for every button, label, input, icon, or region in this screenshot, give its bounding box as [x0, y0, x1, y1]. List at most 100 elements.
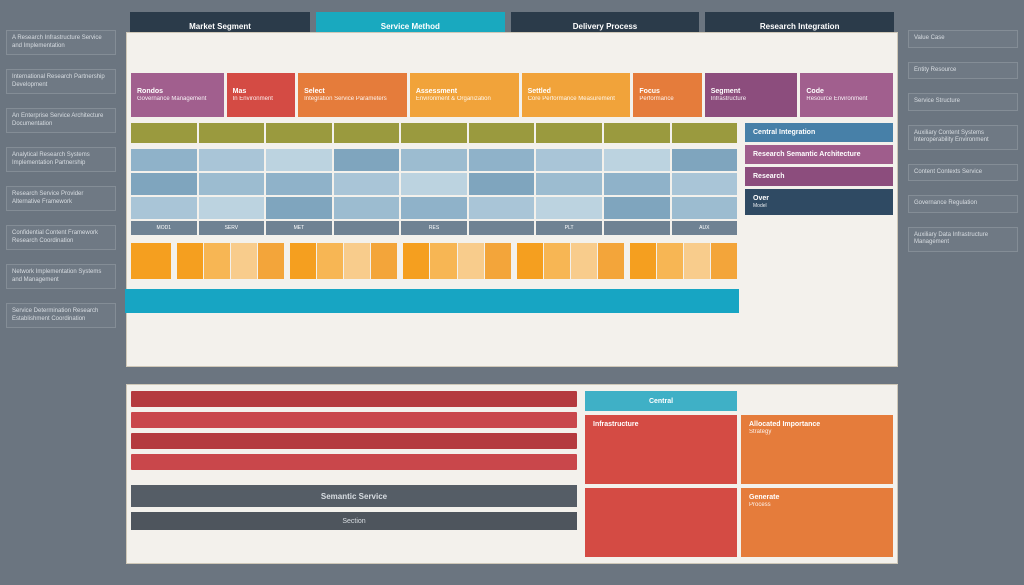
- bottom-right-card: [585, 488, 737, 557]
- blue-cell: [131, 149, 197, 171]
- olive-cell: [469, 123, 535, 143]
- bottom-right-header: [741, 391, 893, 411]
- orange-cell: [598, 243, 624, 279]
- right-note: Auxiliary Data Infrastructure Management: [908, 227, 1018, 252]
- bottom-panel: Semantic Service Section CentralInfrastr…: [126, 384, 898, 564]
- blue-cell: [401, 173, 467, 195]
- orange-cell: [711, 243, 737, 279]
- bottom-bar: [131, 412, 577, 428]
- bottom-label-2: Section: [131, 512, 577, 530]
- left-note: An Enterprise Service Architecture Docum…: [6, 108, 116, 133]
- label-cell: [469, 221, 535, 235]
- olive-cell: [401, 123, 467, 143]
- bottom-bar: [131, 433, 577, 449]
- bottom-bar: [131, 391, 577, 407]
- blue-cell: [672, 197, 738, 219]
- right-annotations: Value Case Entity Resource Service Struc…: [908, 30, 1018, 252]
- left-annotations: A Research Infrastructure Service and Im…: [6, 30, 116, 328]
- blue-cell: [266, 149, 332, 171]
- label-bar: MOD1SERVMETRESPLTAUX: [131, 221, 737, 235]
- olive-cell: [199, 123, 265, 143]
- bottom-left: Semantic Service Section: [131, 391, 577, 557]
- olive-cell: [266, 123, 332, 143]
- orange-cell: [544, 243, 570, 279]
- blue-grid: [131, 149, 737, 219]
- olive-strip: [131, 123, 737, 143]
- orange-strip: [131, 243, 737, 279]
- blue-cell: [672, 149, 738, 171]
- right-note: Entity Resource: [908, 62, 1018, 80]
- right-note: Service Structure: [908, 93, 1018, 111]
- category-card: SelectIntegration Service Parameters: [298, 73, 407, 117]
- olive-cell: [334, 123, 400, 143]
- orange-cell: [258, 243, 284, 279]
- architecture-diagram: A Research Infrastructure Service and Im…: [0, 0, 1024, 585]
- left-note: A Research Infrastructure Service and Im…: [6, 30, 116, 55]
- blue-cell: [199, 149, 265, 171]
- category-row: RondosGovernance ManagementMasIn Environ…: [131, 73, 893, 117]
- blue-cell: [604, 173, 670, 195]
- bottom-label: Semantic Service: [131, 485, 577, 507]
- orange-cell: [657, 243, 683, 279]
- orange-cell: [684, 243, 710, 279]
- blue-cell: [536, 197, 602, 219]
- category-card: MasIn Environment: [227, 73, 295, 117]
- blue-cell: [334, 173, 400, 195]
- label-cell: [334, 221, 400, 235]
- olive-cell: [604, 123, 670, 143]
- orange-cell: [204, 243, 230, 279]
- orange-cell: [517, 243, 543, 279]
- orange-cell: [630, 243, 656, 279]
- bottom-right-card: GenerateProcess: [741, 488, 893, 557]
- label-cell: SERV: [199, 221, 265, 235]
- right-stack-button: Research: [745, 167, 893, 186]
- label-cell: MOD1: [131, 221, 197, 235]
- category-card: RondosGovernance Management: [131, 73, 224, 117]
- category-card: AssessmentEnvironment & Organization: [410, 73, 519, 117]
- orange-lead: [131, 243, 171, 279]
- blue-cell: [469, 197, 535, 219]
- blue-cell: [266, 173, 332, 195]
- category-card: CodeResource Environment: [800, 73, 893, 117]
- orange-cell: [403, 243, 429, 279]
- blue-cell: [604, 197, 670, 219]
- bottom-bar: [131, 454, 577, 470]
- orange-cell: [458, 243, 484, 279]
- left-note: International Research Partnership Devel…: [6, 69, 116, 94]
- olive-cell: [131, 123, 197, 143]
- olive-cell: [536, 123, 602, 143]
- category-card: FocusPerformance: [633, 73, 701, 117]
- blue-cell: [334, 149, 400, 171]
- blue-cell: [334, 197, 400, 219]
- bottom-right-card: Infrastructure: [585, 415, 737, 484]
- orange-cell: [177, 243, 203, 279]
- right-stack-button: OverModel: [745, 189, 893, 215]
- blue-cell: [469, 149, 535, 171]
- blue-cell: [536, 173, 602, 195]
- label-cell: MET: [266, 221, 332, 235]
- right-stack: Central IntegrationResearch Semantic Arc…: [745, 123, 893, 215]
- category-card: SettledCore Performance Measurement: [522, 73, 631, 117]
- top-panel: RondosGovernance ManagementMasIn Environ…: [126, 32, 898, 367]
- orange-cell: [231, 243, 257, 279]
- right-note: Content Contexts Service: [908, 164, 1018, 182]
- blue-cell: [131, 197, 197, 219]
- label-cell: PLT: [536, 221, 602, 235]
- orange-cell: [571, 243, 597, 279]
- orange-cell: [290, 243, 316, 279]
- blue-cell: [199, 173, 265, 195]
- olive-cell: [672, 123, 738, 143]
- blue-cell: [266, 197, 332, 219]
- left-note: Confidential Content Framework Research …: [6, 225, 116, 250]
- label-cell: AUX: [672, 221, 738, 235]
- blue-cell: [131, 173, 197, 195]
- blue-cell: [672, 173, 738, 195]
- orange-cell: [371, 243, 397, 279]
- blue-cell: [604, 149, 670, 171]
- right-note: Governance Regulation: [908, 195, 1018, 213]
- orange-cell: [317, 243, 343, 279]
- bottom-right-card: Allocated ImportanceStrategy: [741, 415, 893, 484]
- right-stack-button: Research Semantic Architecture: [745, 145, 893, 164]
- category-card: SegmentInfrastructure: [705, 73, 798, 117]
- label-cell: [604, 221, 670, 235]
